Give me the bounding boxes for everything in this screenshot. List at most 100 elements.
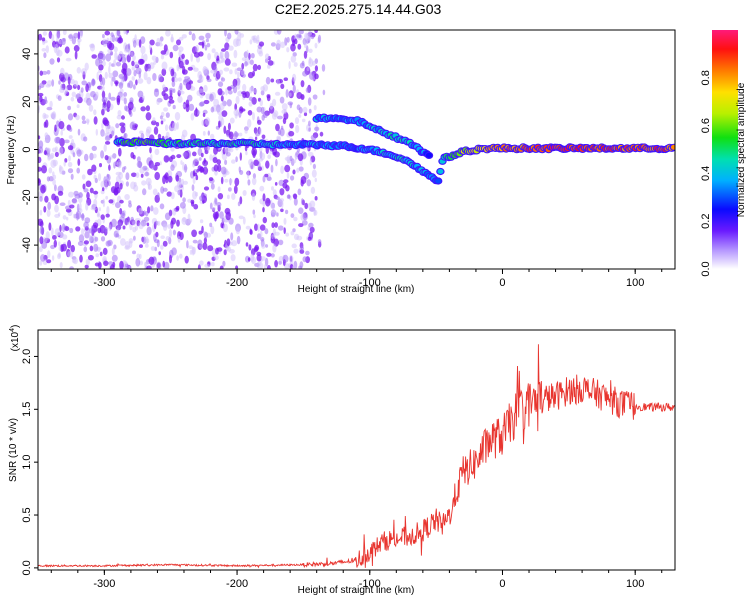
- noise-speckle: [105, 213, 110, 218]
- noise-speckle: [178, 50, 182, 57]
- noise-speckle: [293, 193, 298, 200]
- noise-speckle: [144, 261, 147, 269]
- noise-speckle: [280, 125, 284, 130]
- spectrogram-y-ticks: -40 -20 0 20 40: [21, 48, 38, 253]
- noise-speckle: [247, 118, 252, 128]
- noise-speckle: [81, 120, 87, 124]
- noise-speckle: [84, 264, 89, 269]
- noise-speckle: [64, 139, 70, 144]
- noise-speckle: [266, 265, 271, 269]
- noise-speckle: [51, 111, 57, 120]
- noise-speckle: [131, 172, 137, 178]
- noise-speckle: [111, 130, 115, 137]
- noise-speckle: [219, 265, 224, 269]
- noise-speckle: [317, 239, 322, 245]
- noise-speckle: [43, 150, 48, 156]
- noise-speckle: [246, 170, 250, 179]
- noise-speckle: [293, 159, 297, 164]
- noise-speckle: [171, 247, 177, 256]
- noise-speckle: [267, 154, 272, 159]
- noise-speckle: [292, 264, 296, 269]
- noise-speckle: [220, 176, 224, 185]
- noise-speckle: [192, 35, 196, 40]
- noise-speckle: [125, 30, 129, 35]
- noise-speckle: [214, 198, 218, 205]
- noise-speckle: [146, 76, 152, 85]
- noise-speckle: [152, 73, 157, 81]
- noise-speckle: [73, 80, 79, 87]
- noise-speckle: [57, 190, 64, 196]
- noise-speckle: [197, 264, 201, 269]
- noise-speckle: [227, 32, 232, 40]
- noise-speckle: [220, 166, 227, 175]
- noise-speckle: [295, 124, 300, 134]
- noise-speckle: [266, 94, 271, 99]
- noise-speckle: [63, 71, 69, 78]
- noise-speckle: [51, 255, 55, 261]
- noise-speckle: [264, 53, 270, 60]
- noise-speckle: [160, 244, 164, 250]
- snr-x-label: Height of straight line (km): [298, 585, 415, 596]
- noise-speckle: [261, 114, 265, 121]
- noise-speckle: [204, 44, 208, 51]
- noise-speckle: [61, 243, 67, 252]
- noise-speckle: [81, 212, 85, 221]
- noise-speckle: [252, 209, 256, 215]
- noise-speckle: [254, 130, 261, 137]
- noise-speckle: [222, 260, 226, 267]
- noise-speckle: [267, 60, 274, 66]
- noise-speckle: [130, 216, 134, 223]
- noise-speckle: [76, 149, 82, 157]
- noise-speckle: [195, 175, 199, 181]
- noise-speckle: [314, 209, 318, 216]
- noise-speckle: [227, 90, 233, 95]
- noise-speckle: [281, 200, 284, 208]
- noise-speckle: [85, 202, 89, 211]
- noise-speckle: [69, 204, 75, 209]
- noise-speckle: [108, 72, 113, 79]
- noise-speckle: [67, 250, 74, 258]
- noise-speckle: [240, 70, 246, 76]
- noise-speckle: [48, 167, 53, 174]
- noise-speckle: [212, 157, 218, 164]
- noise-speckle: [112, 70, 119, 78]
- noise-speckle: [84, 62, 89, 71]
- colorbar-tick-label: 0.6: [700, 118, 712, 133]
- noise-speckle: [253, 88, 258, 94]
- noise-speckle: [85, 180, 92, 188]
- snr-frame: [37, 329, 676, 571]
- noise-speckle: [224, 159, 228, 165]
- noise-speckle: [160, 120, 164, 125]
- noise-speckle: [43, 206, 47, 213]
- noise-speckle: [191, 229, 198, 238]
- noise-speckle: [298, 34, 302, 39]
- noise-speckle: [46, 259, 52, 264]
- noise-speckle: [157, 42, 163, 47]
- noise-speckle: [193, 172, 198, 177]
- noise-speckle: [180, 178, 185, 186]
- noise-speckle: [90, 206, 97, 211]
- noise-speckle: [51, 193, 56, 201]
- noise-speckle: [235, 95, 240, 105]
- noise-speckle: [143, 210, 146, 216]
- noise-speckle: [157, 133, 162, 139]
- noise-speckle: [217, 164, 222, 173]
- noise-speckle: [110, 32, 114, 38]
- noise-speckle: [70, 96, 75, 102]
- noise-speckle: [234, 30, 239, 35]
- snr-y-tick-label: 0.5: [21, 507, 33, 522]
- noise-speckle: [269, 150, 273, 155]
- noise-speckle: [237, 90, 243, 97]
- noise-speckle: [43, 52, 47, 59]
- noise-speckle: [118, 82, 124, 89]
- noise-speckle: [259, 152, 266, 161]
- noise-speckle: [153, 126, 159, 135]
- noise-speckle: [301, 198, 304, 205]
- noise-speckle: [52, 235, 57, 240]
- noise-speckle: [172, 44, 179, 52]
- snr-scale-label: (x10: [10, 331, 21, 351]
- noise-speckle: [176, 39, 181, 46]
- noise-speckle: [58, 147, 64, 156]
- noise-speckle: [99, 163, 102, 168]
